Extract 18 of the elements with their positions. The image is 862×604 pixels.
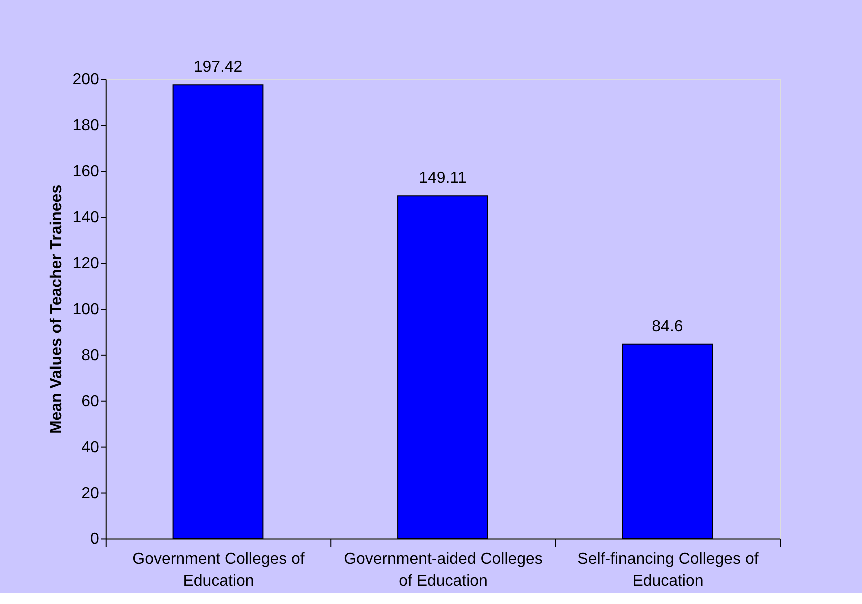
y-tick-label: 80 [82,347,100,364]
y-tick-label: 40 [82,439,100,456]
x-tick-label: Government Colleges of Education [132,551,306,590]
data-label: 197.42 [194,59,243,76]
y-tick-label: 160 [72,164,100,181]
data-label: 84.6 [652,318,684,336]
y-tick-label: 60 [82,393,100,410]
data-label: 149.11 [419,170,467,188]
y-tick-label: 180 [72,118,100,135]
y-tick-label: 200 [72,72,100,89]
y-tick-label: 140 [72,210,100,227]
x-tick-label: Self-financing Colleges of Education [578,551,760,590]
y-tick-label: 0 [90,531,100,548]
y-axis-title: Mean Values of Teacher Trainees [48,184,66,434]
y-tick-label: 100 [72,301,100,318]
y-tick-label: 120 [72,256,100,273]
y-tick-label: 20 [82,485,100,502]
x-tick-label: Government-aided Colleges of Education [344,551,543,590]
